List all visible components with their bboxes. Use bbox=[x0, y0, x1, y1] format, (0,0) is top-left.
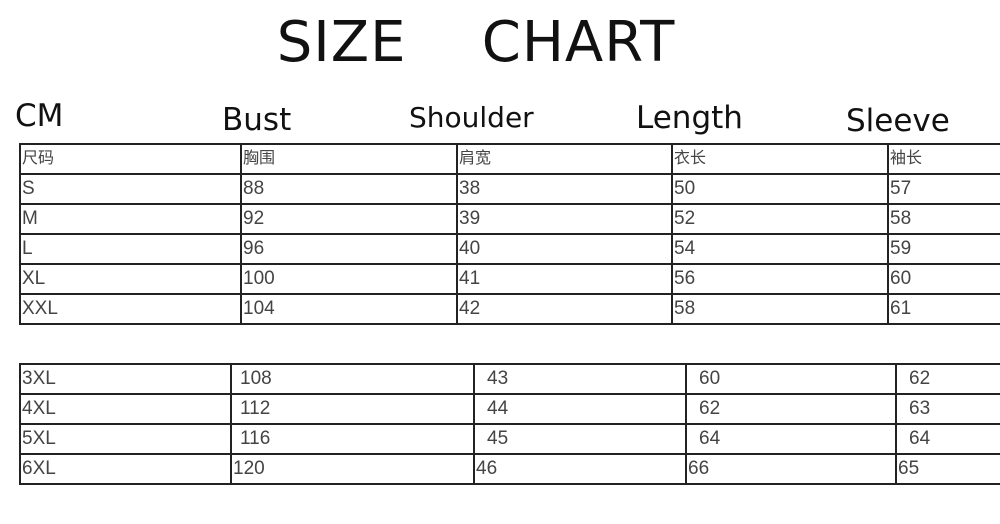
cell: 88 bbox=[240, 173, 458, 205]
header-cell: 肩宽 bbox=[456, 143, 673, 175]
header-cell: 衣长 bbox=[671, 143, 889, 175]
size-table-bottom: 3XL 108 43 60 62 4XL 112 44 62 63 5XL 116 45 64 64 6… bbox=[19, 363, 1000, 485]
cell: 50 bbox=[671, 173, 889, 205]
cell: 104 bbox=[240, 293, 458, 325]
header-cell: 胸围 bbox=[240, 143, 458, 175]
cell: 64 bbox=[895, 423, 1000, 455]
bust-label: Bust bbox=[222, 102, 292, 138]
cell: 96 bbox=[240, 233, 458, 265]
cell: 46 bbox=[473, 453, 687, 485]
cell: 56 bbox=[671, 263, 889, 295]
table-row: 6XL 120 46 66 65 bbox=[19, 453, 1000, 485]
cell: 6XL bbox=[19, 453, 232, 485]
cell: 39 bbox=[456, 203, 673, 235]
cell: 44 bbox=[473, 393, 687, 425]
cell: 60 bbox=[887, 263, 1000, 295]
cell: 108 bbox=[230, 363, 475, 395]
cell: S bbox=[19, 173, 242, 205]
table-row: 3XL 108 43 60 62 bbox=[19, 363, 1000, 395]
header-cell: 尺码 bbox=[19, 143, 242, 175]
table-row: 5XL 116 45 64 64 bbox=[19, 423, 1000, 455]
cell: 62 bbox=[685, 393, 897, 425]
cell: 58 bbox=[887, 203, 1000, 235]
cell: M bbox=[19, 203, 242, 235]
cell: 57 bbox=[887, 173, 1000, 205]
header-cell: 袖长 bbox=[887, 143, 1000, 175]
cell: 63 bbox=[895, 393, 1000, 425]
cell: 60 bbox=[685, 363, 897, 395]
cell: 65 bbox=[895, 453, 1000, 485]
table-row: XXL 104 42 58 61 bbox=[19, 293, 1000, 325]
cell: 116 bbox=[230, 423, 475, 455]
cell: 112 bbox=[230, 393, 475, 425]
table-row: M 92 39 52 58 bbox=[19, 203, 1000, 235]
cell: 120 bbox=[230, 453, 475, 485]
cell: 45 bbox=[473, 423, 687, 455]
cell: 64 bbox=[685, 423, 897, 455]
cell: 5XL bbox=[19, 423, 232, 455]
table-row: S 88 38 50 57 bbox=[19, 173, 1000, 205]
page-title: SIZE CHART bbox=[276, 10, 676, 75]
table-row: XL 100 41 56 60 bbox=[19, 263, 1000, 295]
table-row: L 96 40 54 59 bbox=[19, 233, 1000, 265]
cell: 92 bbox=[240, 203, 458, 235]
size-table-top: 尺码 胸围 肩宽 衣长 袖长 S 88 38 50 57 M 92 39 52 58 L 96 40… bbox=[19, 143, 1000, 325]
cell: 100 bbox=[240, 263, 458, 295]
unit-label: CM bbox=[15, 98, 64, 134]
sleeve-label: Sleeve bbox=[846, 103, 950, 139]
cell: 61 bbox=[887, 293, 1000, 325]
cell: 43 bbox=[473, 363, 687, 395]
cell: 41 bbox=[456, 263, 673, 295]
table-header-row: 尺码 胸围 肩宽 衣长 袖长 bbox=[19, 143, 1000, 175]
cell: L bbox=[19, 233, 242, 265]
shoulder-label: Shoulder bbox=[409, 101, 534, 134]
cell: 62 bbox=[895, 363, 1000, 395]
length-label: Length bbox=[636, 100, 743, 136]
table-row: 4XL 112 44 62 63 bbox=[19, 393, 1000, 425]
cell: 59 bbox=[887, 233, 1000, 265]
cell: XL bbox=[19, 263, 242, 295]
cell: 3XL bbox=[19, 363, 232, 395]
cell: 40 bbox=[456, 233, 673, 265]
cell: 42 bbox=[456, 293, 673, 325]
cell: 52 bbox=[671, 203, 889, 235]
cell: 4XL bbox=[19, 393, 232, 425]
cell: 54 bbox=[671, 233, 889, 265]
cell: 66 bbox=[685, 453, 897, 485]
cell: XXL bbox=[19, 293, 242, 325]
cell: 58 bbox=[671, 293, 889, 325]
cell: 38 bbox=[456, 173, 673, 205]
